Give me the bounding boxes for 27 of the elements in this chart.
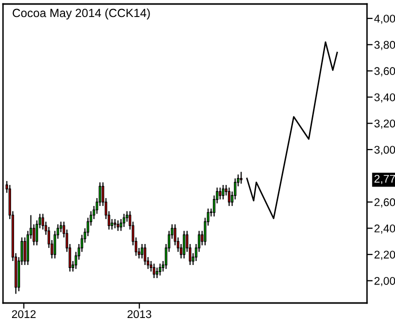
candlestick [218, 187, 222, 200]
y-tick-label: 2,60 [374, 198, 395, 208]
candlestick [110, 218, 114, 230]
candlestick [24, 236, 26, 266]
candlestick [114, 218, 116, 229]
candlestick [222, 184, 224, 200]
candlestick [156, 267, 158, 279]
candlestick [116, 220, 120, 232]
y-tick-label: 3,40 [374, 93, 395, 103]
y-tick-label: 2,40 [374, 224, 395, 234]
text: 2,77 [374, 174, 395, 184]
y-tick-label: 3,20 [374, 120, 395, 129]
y-tick-label: 3,80 [374, 40, 395, 50]
candlestick [152, 263, 156, 279]
y-tick-label: 4,00 [374, 14, 395, 24]
candlestick [158, 263, 162, 276]
chart-title: Cocoa May 2014 (CCK14) [12, 8, 150, 20]
x-tick-label: 2013 [128, 310, 152, 318]
y-tick-label: 2,20 [374, 250, 395, 260]
y-tick-label: 3,60 [374, 67, 395, 76]
x-tick-label: 2012 [12, 310, 36, 318]
y-tick-label: 2,00 [374, 276, 395, 286]
candlestick [228, 187, 230, 207]
candlestick [182, 230, 186, 259]
y-tick-label: 3,00 [374, 146, 395, 156]
line-series [246, 41, 338, 220]
candlestick [240, 171, 242, 184]
